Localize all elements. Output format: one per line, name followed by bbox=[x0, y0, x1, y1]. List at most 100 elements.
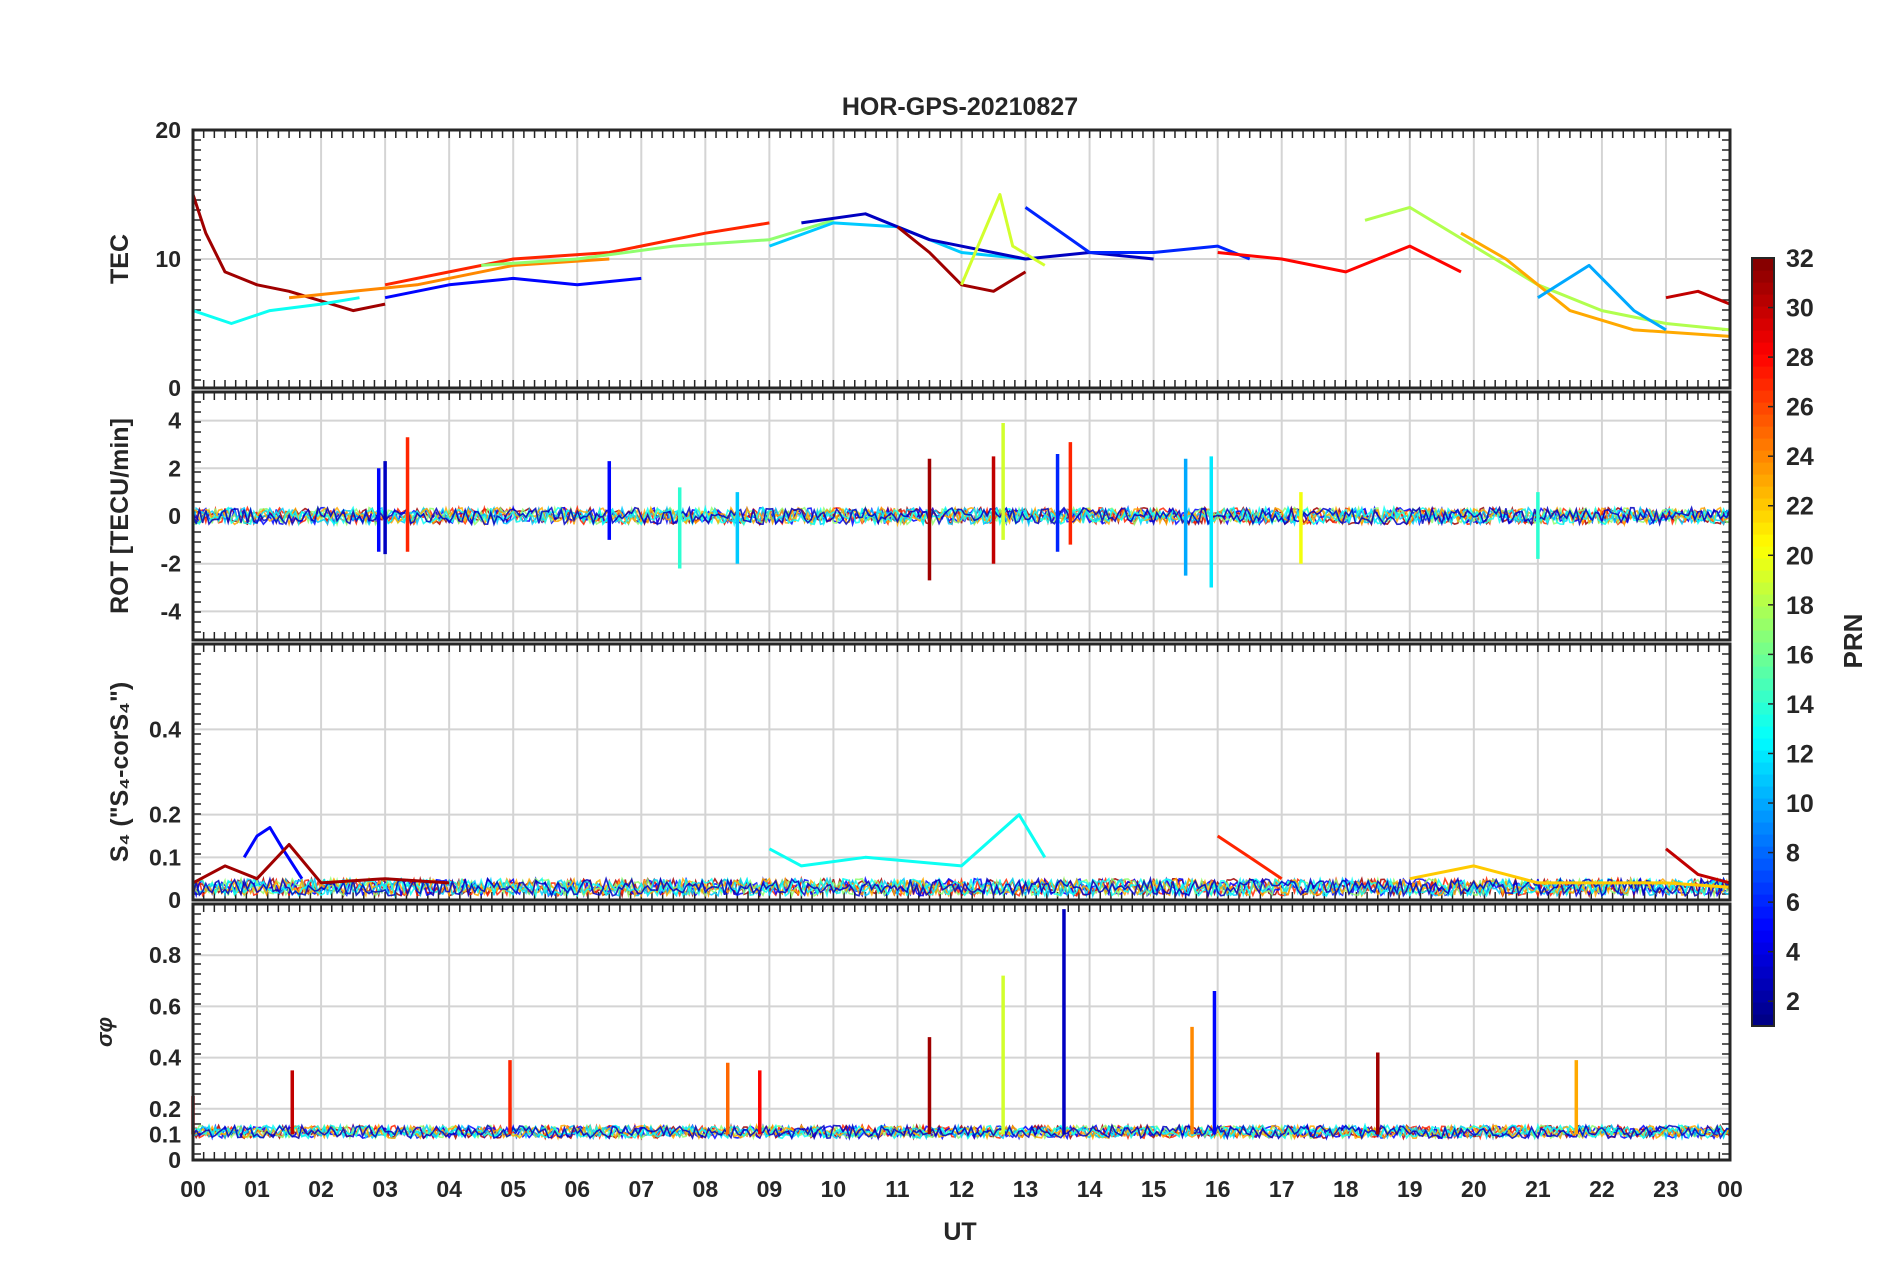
colorbar-swatch bbox=[1752, 1014, 1774, 1027]
x-tick-label: 03 bbox=[372, 1176, 398, 1202]
chart-title: HOR-GPS-20210827 bbox=[842, 93, 1078, 121]
colorbar-swatch bbox=[1752, 654, 1774, 667]
colorbar-swatch bbox=[1752, 474, 1774, 487]
colorbar-swatch bbox=[1752, 534, 1774, 547]
colorbar-tick-label: 12 bbox=[1786, 740, 1814, 768]
colorbar-swatch bbox=[1752, 270, 1774, 283]
colorbar-swatch bbox=[1752, 642, 1774, 655]
s4-y-tick-label: 0.2 bbox=[149, 802, 181, 828]
tec-series-prn-24 bbox=[288, 257, 610, 300]
x-tick-label: 05 bbox=[500, 1176, 526, 1202]
colorbar-tick-label: 14 bbox=[1786, 691, 1814, 719]
colorbar-tick-label: 2 bbox=[1786, 988, 1800, 1016]
colorbar-swatch bbox=[1752, 342, 1774, 355]
sigma_phi-y-tick-label: 0.6 bbox=[149, 993, 181, 1019]
colorbar-tick-label: 20 bbox=[1786, 542, 1814, 570]
tec-series-prn-13 bbox=[192, 296, 360, 325]
colorbar-swatch bbox=[1752, 786, 1774, 799]
colorbar-swatch bbox=[1752, 330, 1774, 343]
tec-y-tick-label: 10 bbox=[155, 246, 181, 272]
s4-series-prn-27 bbox=[1216, 834, 1283, 880]
colorbar-swatch bbox=[1752, 450, 1774, 463]
tec-series-prn-6 bbox=[1024, 206, 1251, 261]
tec-series-prn-23 bbox=[1460, 231, 1731, 338]
x-tick-label: 11 bbox=[885, 1176, 910, 1202]
colorbar-swatch bbox=[1752, 594, 1774, 607]
tec-series-prn-30 bbox=[1665, 289, 1731, 306]
rot-y-tick-label: 2 bbox=[168, 455, 181, 481]
colorbar-label: PRN bbox=[1838, 614, 1868, 669]
sigma_phi-y-tick-label: 0.2 bbox=[149, 1096, 181, 1122]
colorbar-swatch bbox=[1752, 282, 1774, 295]
colorbar-swatch bbox=[1752, 1002, 1774, 1015]
s4-series-prn-22 bbox=[1409, 864, 1731, 889]
colorbar-swatch bbox=[1752, 378, 1774, 391]
sigma_phi-y-tick-label: 0.8 bbox=[149, 942, 181, 968]
panel-s4: 0 0.1 0.2 0.4 S₄ ("S₄-corS₄") bbox=[106, 642, 1732, 913]
s4-noise-trace bbox=[192, 875, 1731, 898]
x-tick-label: 14 bbox=[1077, 1176, 1103, 1202]
colorbar-swatch bbox=[1752, 438, 1774, 451]
colorbar-swatch bbox=[1752, 774, 1774, 787]
colorbar-tick-label: 8 bbox=[1786, 840, 1800, 868]
colorbar-swatch bbox=[1752, 906, 1774, 919]
sigma_phi-y-tick-label: 0.1 bbox=[149, 1121, 181, 1147]
rot-noise-trace bbox=[192, 504, 1731, 528]
sigma_phi-axes-frame bbox=[191, 902, 1732, 1162]
tec-series-prn-5 bbox=[384, 276, 642, 300]
colorbar-swatch bbox=[1752, 882, 1774, 895]
colorbar-swatch bbox=[1752, 990, 1774, 1003]
colorbar-swatch bbox=[1752, 354, 1774, 367]
colorbar-swatch bbox=[1752, 666, 1774, 679]
s4-y-tick-label: 0.4 bbox=[149, 716, 181, 742]
rot-y-tick-label: -4 bbox=[161, 598, 182, 624]
x-tick-label: 12 bbox=[949, 1176, 975, 1202]
sigma_phi-y-tick-label: 0 bbox=[168, 1147, 181, 1173]
rot-axes-frame bbox=[191, 390, 1732, 642]
x-tick-label: 16 bbox=[1205, 1176, 1231, 1202]
s4-y-tick-label: 0 bbox=[168, 887, 181, 913]
colorbar-tick-label: 22 bbox=[1786, 493, 1814, 521]
colorbar-swatch bbox=[1752, 510, 1774, 523]
rot-y-tick-label: 4 bbox=[168, 408, 181, 434]
colorbar-tick-label: 10 bbox=[1786, 790, 1814, 818]
colorbar-tick-label: 4 bbox=[1786, 939, 1800, 967]
colorbar-tick-label: 28 bbox=[1786, 344, 1814, 372]
x-axis-label: UT bbox=[943, 1218, 976, 1246]
s4-axes-frame bbox=[191, 642, 1732, 902]
tec-series-prn-31 bbox=[191, 194, 386, 313]
panel-sigma_phi: 00.10.2 0.4 0.6 0.8 σφ bbox=[92, 902, 1732, 1173]
colorbar-swatch bbox=[1752, 570, 1774, 583]
colorbar-swatch bbox=[1752, 966, 1774, 979]
colorbar-swatch bbox=[1752, 414, 1774, 427]
colorbar-swatch bbox=[1752, 462, 1774, 475]
colorbar-swatch bbox=[1752, 546, 1774, 559]
x-axis: 00 01 02 03 04 05 06 07 08 09 10 11 12 13 14 15 16 17 18 19… bbox=[180, 1176, 1743, 1202]
colorbar-swatch bbox=[1752, 486, 1774, 499]
colorbar-tick-label: 6 bbox=[1786, 889, 1800, 917]
colorbar-swatch bbox=[1752, 978, 1774, 991]
colorbar-tick-label: 18 bbox=[1786, 592, 1814, 620]
x-tick-label: 09 bbox=[757, 1176, 783, 1202]
colorbar-swatch bbox=[1752, 690, 1774, 703]
x-tick-label: 17 bbox=[1269, 1176, 1295, 1202]
colorbar-swatch bbox=[1752, 366, 1774, 379]
colorbar-swatch bbox=[1752, 606, 1774, 619]
colorbar-swatch bbox=[1752, 822, 1774, 835]
x-tick-label: 08 bbox=[693, 1176, 719, 1202]
x-tick-label: 07 bbox=[628, 1176, 654, 1202]
s4-series-prn-5 bbox=[242, 826, 304, 880]
s4-series-prn-31 bbox=[192, 843, 450, 885]
colorbar-swatch bbox=[1752, 558, 1774, 571]
x-tick-label: 23 bbox=[1653, 1176, 1679, 1202]
panel-tec: 0 10 20 TEC bbox=[106, 117, 1732, 401]
colorbar-swatch bbox=[1752, 738, 1774, 751]
x-tick-label: 21 bbox=[1525, 1176, 1551, 1202]
sigma_phi-y-tick-label: 0.4 bbox=[149, 1045, 181, 1071]
sigma_phi-noise-trace bbox=[192, 1123, 1731, 1141]
tec-y-tick-label: 0 bbox=[168, 375, 181, 401]
colorbar-swatch bbox=[1752, 294, 1774, 307]
colorbar-tick-label: 26 bbox=[1786, 394, 1814, 422]
